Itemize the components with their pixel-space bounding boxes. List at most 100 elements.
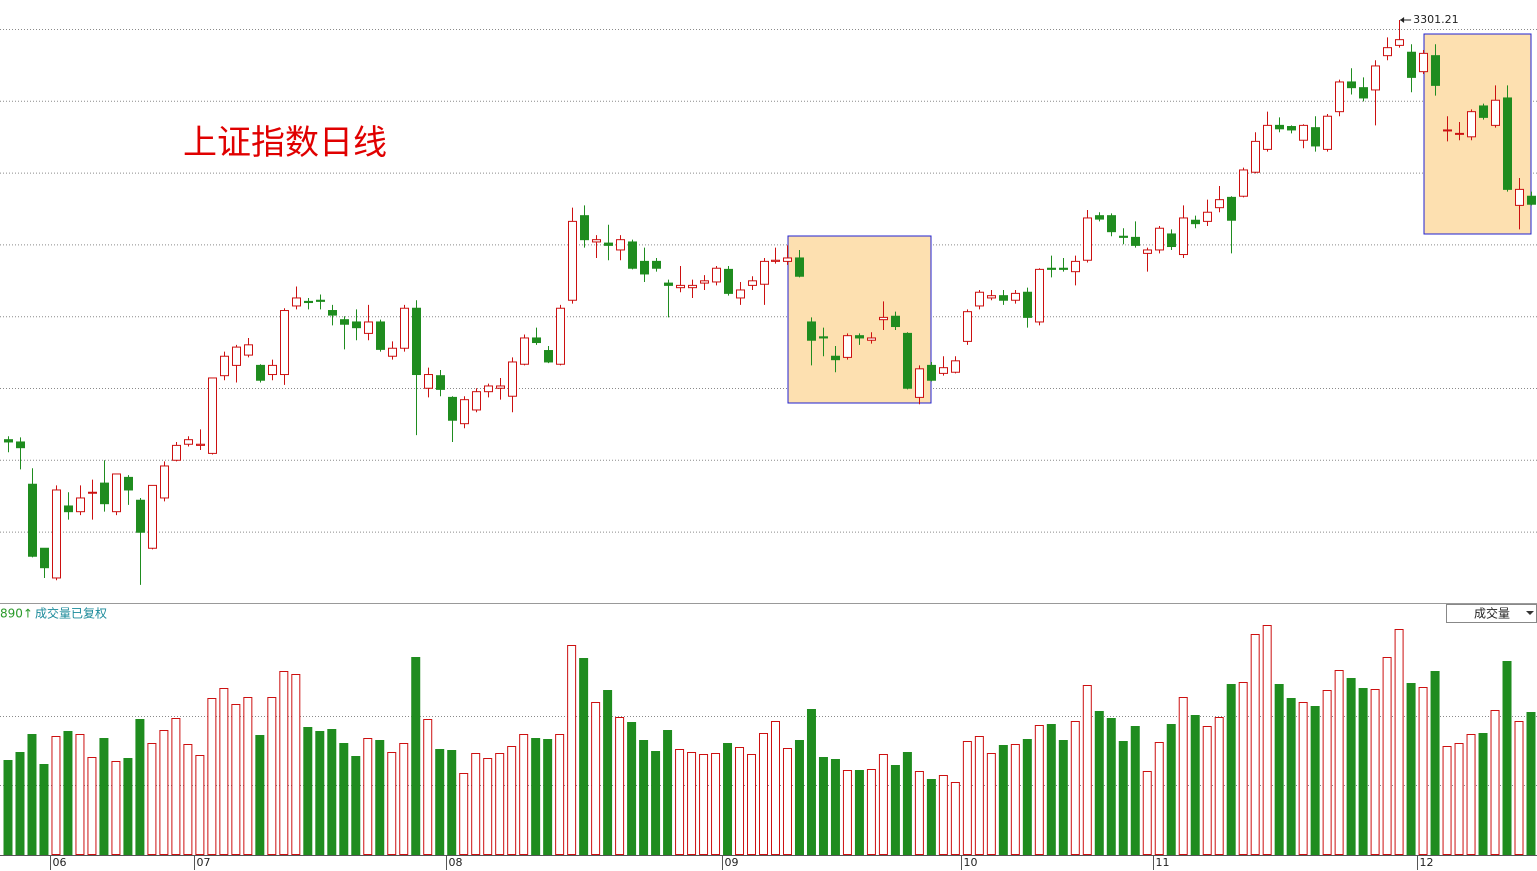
volume-bar <box>1214 717 1224 855</box>
volume-bar <box>1442 746 1452 855</box>
candle-body <box>1191 219 1200 225</box>
candle-body <box>1491 99 1500 126</box>
volume-bar <box>842 770 852 855</box>
volume-bar <box>962 741 972 855</box>
volume-bar <box>519 734 529 855</box>
candle-body <box>1443 129 1452 132</box>
candle-body <box>148 484 157 549</box>
volume-bar <box>111 761 121 855</box>
candle-body <box>736 289 745 299</box>
volume-label: 成交量已复权 <box>35 606 107 621</box>
candle-body <box>616 239 625 251</box>
candle-body <box>1323 115 1332 150</box>
chart-title: 上证指数日线 <box>183 123 387 163</box>
volume-bar <box>830 759 840 855</box>
volume-bar <box>914 771 924 855</box>
candle-body <box>1071 260 1080 273</box>
volume-bar <box>195 755 205 855</box>
candle-body <box>1431 55 1440 86</box>
volume-bar <box>1034 725 1044 855</box>
candle-body <box>16 441 25 449</box>
volume-bar <box>747 754 757 855</box>
volume-bar <box>3 760 13 855</box>
dropdown-arrow[interactable] <box>1526 611 1534 615</box>
candle-body <box>843 335 852 358</box>
volume-bar <box>315 731 325 855</box>
candle-body <box>1179 217 1188 256</box>
candle-body <box>460 399 469 425</box>
volume-bar <box>1334 670 1344 855</box>
volume-bar <box>854 770 864 855</box>
volume-bar <box>878 754 888 855</box>
candle-body <box>304 300 313 304</box>
volume-bar <box>735 747 745 855</box>
volume-bars <box>3 625 1536 855</box>
volume-bar <box>723 743 733 855</box>
candle-body <box>879 316 888 321</box>
candle-body <box>196 443 205 446</box>
volume-bar <box>1058 740 1068 855</box>
candle-body <box>688 284 697 289</box>
volume-bar <box>1274 684 1284 855</box>
candle-body <box>760 260 769 285</box>
volume-bar <box>1082 685 1092 855</box>
candle-body <box>1143 249 1152 254</box>
candle-body <box>340 319 349 325</box>
candle-body <box>1467 111 1476 138</box>
volume-bar <box>1382 657 1392 855</box>
candle-body <box>1287 126 1296 131</box>
candle-body <box>1383 47 1392 57</box>
volume-bar <box>123 758 133 855</box>
candle-body <box>292 297 301 307</box>
volume-bar <box>603 690 613 855</box>
volume-bar <box>1010 744 1020 855</box>
x-tick-label: 12 <box>1420 856 1434 869</box>
candle-body <box>748 280 757 286</box>
volume-bar <box>890 765 900 855</box>
candle-body <box>124 476 133 491</box>
volume-bar <box>543 739 553 855</box>
candle-body <box>1299 124 1308 141</box>
candle-body <box>1263 124 1272 150</box>
candle-body <box>520 337 529 365</box>
volume-bar <box>998 745 1008 855</box>
volume-bar <box>866 769 876 855</box>
volume-bar <box>1094 711 1104 855</box>
volume-bar <box>1406 683 1416 855</box>
volume-selector-label[interactable]: 成交量 <box>1474 606 1510 621</box>
candle-body <box>244 344 253 356</box>
volume-bar <box>267 697 277 855</box>
candle-body <box>963 311 972 342</box>
candle-body <box>855 335 864 339</box>
volume-bar <box>974 736 984 855</box>
volume-bar <box>171 718 181 855</box>
candle-body <box>712 267 721 283</box>
volume-bar <box>567 645 577 855</box>
candle-body <box>1251 140 1260 173</box>
volume-bar <box>1118 741 1128 855</box>
candle-body <box>112 473 121 513</box>
volume-bar <box>1106 718 1116 855</box>
grid <box>0 29 1537 786</box>
candle-body <box>484 385 493 393</box>
candle-body <box>1095 215 1104 220</box>
candle-body <box>592 239 601 243</box>
candle-body <box>1119 235 1128 238</box>
volume-bar <box>579 658 589 855</box>
candle-body <box>568 220 577 301</box>
candle-body <box>220 355 229 377</box>
candle-body <box>256 364 265 381</box>
volume-bar <box>651 751 661 855</box>
candle-body <box>532 337 541 344</box>
candle-body <box>40 547 49 569</box>
volume-bar <box>1286 698 1296 855</box>
volume-bar <box>351 756 361 855</box>
candle-body <box>232 346 241 366</box>
volume-bar <box>1202 726 1212 855</box>
volume-bar <box>27 734 37 855</box>
volume-bar <box>51 736 61 855</box>
candle-body <box>1347 81 1356 89</box>
candle-body <box>664 282 673 286</box>
volume-bar <box>986 753 996 855</box>
max-marker-arrow <box>1400 16 1405 23</box>
